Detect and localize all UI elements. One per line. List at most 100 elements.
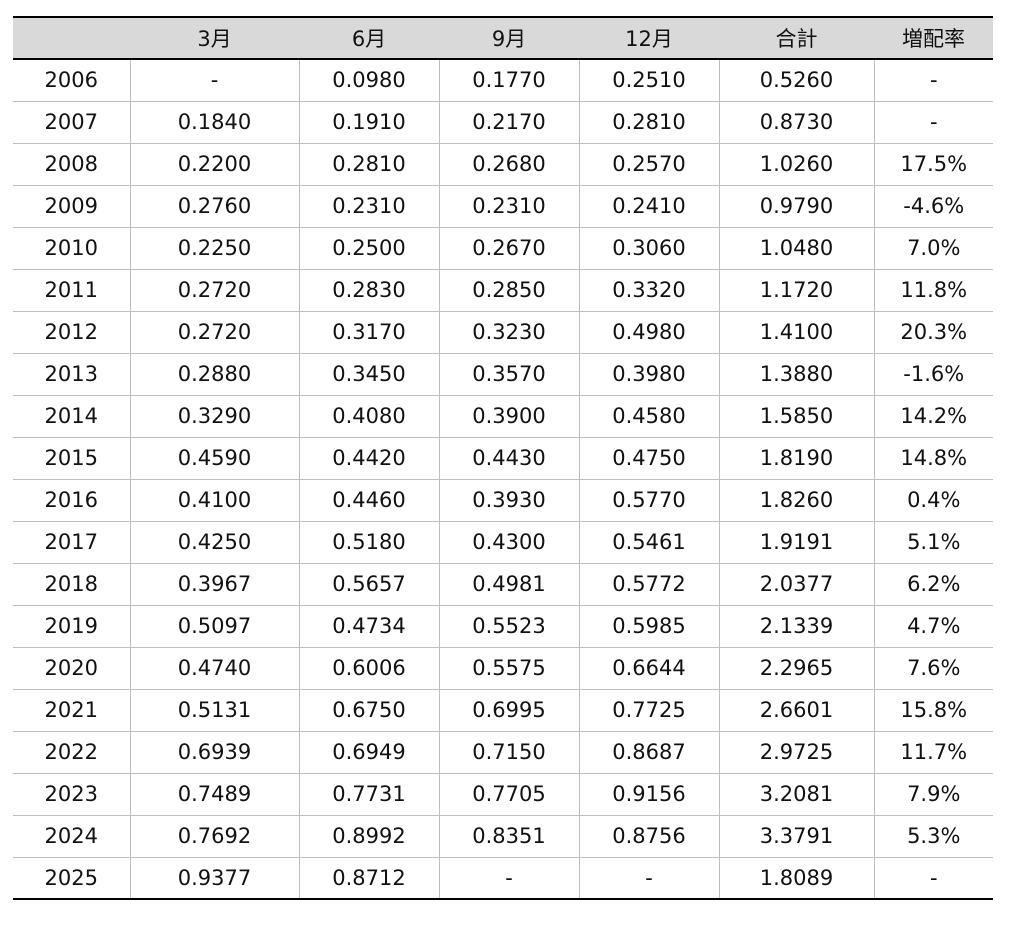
- growth-rate-cell: 7.6%: [873, 647, 993, 690]
- table-row: 2006-0.0980 0.1770 0.2510 0.5260-: [13, 59, 993, 102]
- growth-rate-cell: -1.6%: [873, 353, 993, 396]
- june-cell: 0.6006: [298, 647, 439, 690]
- year-cell: 2007: [13, 101, 130, 144]
- growth-rate-cell: 11.8%: [873, 269, 993, 312]
- december-cell: 0.6644: [578, 647, 719, 690]
- growth-rate-cell: 5.1%: [873, 521, 993, 564]
- june-cell: 0.3170: [298, 311, 439, 354]
- december-cell: 0.2810: [578, 101, 719, 144]
- header-december: 12月: [579, 16, 719, 60]
- table-header: 3月 6月 9月 12月 合計 増配率: [13, 16, 993, 60]
- september-cell: 0.3570: [438, 353, 579, 396]
- september-cell: 0.4981: [438, 563, 579, 606]
- table-body: 2006-0.0980 0.1770 0.2510 0.5260-2007 0.1840…: [13, 59, 993, 900]
- september-cell: 0.5575: [438, 647, 579, 690]
- june-cell: 0.4080: [298, 395, 439, 438]
- total-cell: 2.9725: [718, 731, 874, 774]
- march-cell: -: [129, 59, 299, 102]
- march-cell: 0.2720: [129, 311, 299, 354]
- growth-rate-cell: -: [873, 857, 993, 900]
- table-row: 2022 0.6939 0.6949 0.7150 0.8687 2.9725 11.7%: [13, 731, 993, 774]
- year-cell: 2016: [13, 479, 130, 522]
- march-cell: 0.5131: [129, 689, 299, 732]
- september-cell: 0.7705: [438, 773, 579, 816]
- december-cell: 0.5772: [578, 563, 719, 606]
- september-cell: 0.1770: [438, 59, 579, 102]
- march-cell: 0.2250: [129, 227, 299, 270]
- total-cell: 2.0377: [718, 563, 874, 606]
- march-cell: 0.2720: [129, 269, 299, 312]
- growth-rate-cell: 7.9%: [873, 773, 993, 816]
- june-cell: 0.7731: [298, 773, 439, 816]
- june-cell: 0.6750: [298, 689, 439, 732]
- total-cell: 1.3880: [718, 353, 874, 396]
- year-cell: 2017: [13, 521, 130, 564]
- total-cell: 0.5260: [718, 59, 874, 102]
- september-cell: 0.5523: [438, 605, 579, 648]
- december-cell: 0.8687: [578, 731, 719, 774]
- header-june: 6月: [299, 16, 439, 60]
- table-row: 2008 0.2200 0.2810 0.2680 0.2570 1.0260 17.5%: [13, 143, 993, 186]
- table-row: 2011 0.2720 0.2830 0.2850 0.3320 1.1720 11.8%: [13, 269, 993, 312]
- june-cell: 0.3450: [298, 353, 439, 396]
- december-cell: 0.8756: [578, 815, 719, 858]
- total-cell: 1.9191: [718, 521, 874, 564]
- december-cell: 0.2570: [578, 143, 719, 186]
- june-cell: 0.8712: [298, 857, 439, 900]
- table-row: 2025 0.9377 0.8712- -1.8089-: [13, 857, 993, 900]
- table-row: 2024 0.7692 0.8992 0.8351 0.8756 3.3791 5.3%: [13, 815, 993, 858]
- september-cell: 0.2670: [438, 227, 579, 270]
- september-cell: 0.2310: [438, 185, 579, 228]
- growth-rate-cell: 14.2%: [873, 395, 993, 438]
- september-cell: 0.4300: [438, 521, 579, 564]
- year-cell: 2011: [13, 269, 130, 312]
- growth-rate-cell: 7.0%: [873, 227, 993, 270]
- total-cell: 1.1720: [718, 269, 874, 312]
- table-row: 2016 0.4100 0.4460 0.3930 0.5770 1.8260 0.4%: [13, 479, 993, 522]
- header-dividend-growth-rate: 増配率: [874, 16, 993, 60]
- september-cell: 0.3230: [438, 311, 579, 354]
- year-cell: 2014: [13, 395, 130, 438]
- september-cell: 0.6995: [438, 689, 579, 732]
- september-cell: 0.8351: [438, 815, 579, 858]
- september-cell: 0.2170: [438, 101, 579, 144]
- september-cell: 0.7150: [438, 731, 579, 774]
- growth-rate-cell: 4.7%: [873, 605, 993, 648]
- growth-rate-cell: 17.5%: [873, 143, 993, 186]
- december-cell: 0.4980: [578, 311, 719, 354]
- year-cell: 2020: [13, 647, 130, 690]
- december-cell: 0.7725: [578, 689, 719, 732]
- year-cell: 2015: [13, 437, 130, 480]
- growth-rate-cell: 0.4%: [873, 479, 993, 522]
- september-cell: 0.2850: [438, 269, 579, 312]
- june-cell: 0.2810: [298, 143, 439, 186]
- table-row: 2013 0.2880 0.3450 0.3570 0.3980 1.3880 -1.6%: [13, 353, 993, 396]
- june-cell: 0.2500: [298, 227, 439, 270]
- total-cell: 1.0480: [718, 227, 874, 270]
- year-cell: 2008: [13, 143, 130, 186]
- year-cell: 2024: [13, 815, 130, 858]
- growth-rate-cell: 15.8%: [873, 689, 993, 732]
- year-cell: 2009: [13, 185, 130, 228]
- total-cell: 2.2965: [718, 647, 874, 690]
- total-cell: 1.5850: [718, 395, 874, 438]
- growth-rate-cell: 6.2%: [873, 563, 993, 606]
- december-cell: 0.2510: [578, 59, 719, 102]
- year-cell: 2012: [13, 311, 130, 354]
- total-cell: 1.4100: [718, 311, 874, 354]
- year-cell: 2013: [13, 353, 130, 396]
- september-cell: -: [438, 857, 579, 900]
- table-row: 2020 0.4740 0.6006 0.5575 0.6644 2.2965 7.6%: [13, 647, 993, 690]
- total-cell: 2.1339: [718, 605, 874, 648]
- header-september: 9月: [439, 16, 579, 60]
- march-cell: 0.2760: [129, 185, 299, 228]
- june-cell: 0.0980: [298, 59, 439, 102]
- table-row: 2007 0.1840 0.1910 0.2170 0.2810 0.8730-: [13, 101, 993, 144]
- growth-rate-cell: 5.3%: [873, 815, 993, 858]
- september-cell: 0.3930: [438, 479, 579, 522]
- dividend-table-container: 3月 6月 9月 12月 合計 増配率 2006-0.0980 0.1770 0.2510 0.…: [13, 16, 993, 900]
- september-cell: 0.3900: [438, 395, 579, 438]
- year-cell: 2006: [13, 59, 130, 102]
- december-cell: 0.9156: [578, 773, 719, 816]
- march-cell: 0.7692: [129, 815, 299, 858]
